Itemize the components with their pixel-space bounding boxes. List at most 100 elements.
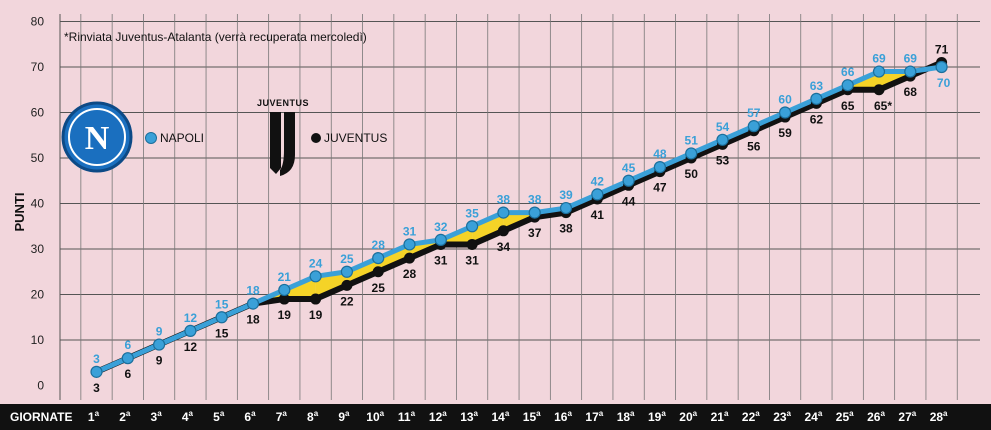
napoli-data-label: 24 [309,256,323,270]
napoli-point [403,238,416,251]
napoli-line [94,64,945,375]
juventus-data-label: 31 [465,253,479,267]
juventus-data-label: 19 [278,308,292,322]
juventus-data-label: 18 [246,313,260,327]
napoli-data-label: 69 [872,52,886,66]
napoli-data-label: 48 [653,147,667,161]
napoli-data-label: 63 [810,79,824,93]
napoli-data-label: 3 [93,352,100,366]
x-axis-bar [0,404,991,430]
x-tick-label: 6a [244,409,256,424]
y-tick-label: 0 [37,379,44,393]
x-tick-label: 2a [119,409,131,424]
napoli-point [810,92,823,105]
napoli-data-label: 51 [685,133,699,147]
legend-juventus-marker [311,133,321,143]
napoli-point [622,174,635,187]
napoli-point [246,297,260,310]
napoli-point [340,265,353,278]
y-tick-label: 50 [31,151,45,165]
juventus-data-label: 65 [841,99,855,113]
napoli-data-label: 54 [716,120,730,134]
gap-fill [472,212,504,245]
y-tick-label: 40 [31,197,45,211]
juventus-logo-wordmark: JUVENTUS [257,98,309,108]
napoli-data-label: 18 [246,284,260,298]
napoli-point [466,220,479,233]
juventus-point [404,252,415,264]
napoli-point [716,133,729,146]
juventus-point [372,266,384,278]
y-tick-label: 60 [31,106,45,120]
juventus-data-label: 6 [124,367,131,381]
x-tick-label: 7a [276,409,288,424]
juventus-point [341,279,353,291]
juventus-data-label: 59 [778,126,792,140]
x-tick-label: 9a [338,409,350,424]
napoli-point [497,206,510,219]
juventus-data-label: 47 [653,181,667,195]
legend-juventus-label: JUVENTUS [324,131,387,145]
napoli-data-label: 69 [904,52,918,66]
napoli-logo-icon [61,101,133,173]
legend-napoli-label: NAPOLI [160,131,204,145]
napoli-data-label: 28 [372,238,386,252]
y-tick-label: 10 [31,333,45,347]
y-tick-label: 80 [31,15,45,29]
napoli-point [153,338,166,351]
juventus-data-label: 3 [93,381,100,395]
napoli-data-label: 60 [778,93,792,107]
napoli-point [747,120,760,133]
x-tick-label: 3a [151,409,163,424]
napoli-point [778,106,792,119]
napoli-point [904,65,917,78]
juventus-data-label: 53 [716,153,730,167]
juventus-data-label: 50 [685,167,699,181]
juventus-data-label: 12 [184,340,198,354]
napoli-point [559,201,573,215]
napoli-point [653,161,667,174]
napoli-logo-letter: N [85,120,110,157]
napoli-data-label: 45 [622,161,636,175]
napoli-point [278,283,291,297]
juventus-data-label: 9 [156,354,163,368]
x-tick-label: 4a [182,409,194,424]
napoli-point [872,65,886,78]
x-tick-label: 5a [213,409,225,424]
napoli-data-label: 31 [403,224,417,238]
x-tick-label: 1a [88,409,100,424]
napoli-data-label: 9 [156,325,163,339]
napoli-data-label: 25 [340,252,354,266]
napoli-data-label: 32 [434,220,448,234]
juventus-data-label: 19 [309,308,323,322]
napoli-data-label: 70 [937,76,951,90]
napoli-point [372,252,385,265]
juventus-data-label: 38 [559,222,573,236]
legend-napoli-marker [145,132,157,144]
napoli-data-label: 66 [841,65,855,79]
napoli-data-label: 12 [184,311,198,325]
juventus-data-label: 56 [747,140,761,154]
juventus-data-label: 31 [434,253,448,267]
footnote: *Rinviata Juventus-Atalanta (verrà recup… [64,30,367,44]
napoli-data-label: 38 [528,193,542,207]
napoli-point [434,233,447,246]
juventus-data-label: 37 [528,226,542,240]
juventus-data-label: 41 [591,208,605,222]
napoli-point [90,365,103,378]
napoli-data-label: 6 [124,338,131,352]
napoli-point [935,60,948,74]
juventus-logo-icon [270,112,281,174]
napoli-point [685,147,698,160]
juventus-data-label: 28 [403,267,417,281]
napoli-data-label: 57 [747,106,761,120]
juventus-data-label: 15 [215,326,229,340]
juventus-data-label: 44 [622,194,636,208]
napoli-data-label: 15 [215,297,229,311]
napoli-point [841,79,854,92]
napoli-data-label: 42 [591,174,605,188]
juventus-data-label: 62 [810,112,824,126]
napoli-point [184,324,197,337]
napoli-point [309,270,322,283]
